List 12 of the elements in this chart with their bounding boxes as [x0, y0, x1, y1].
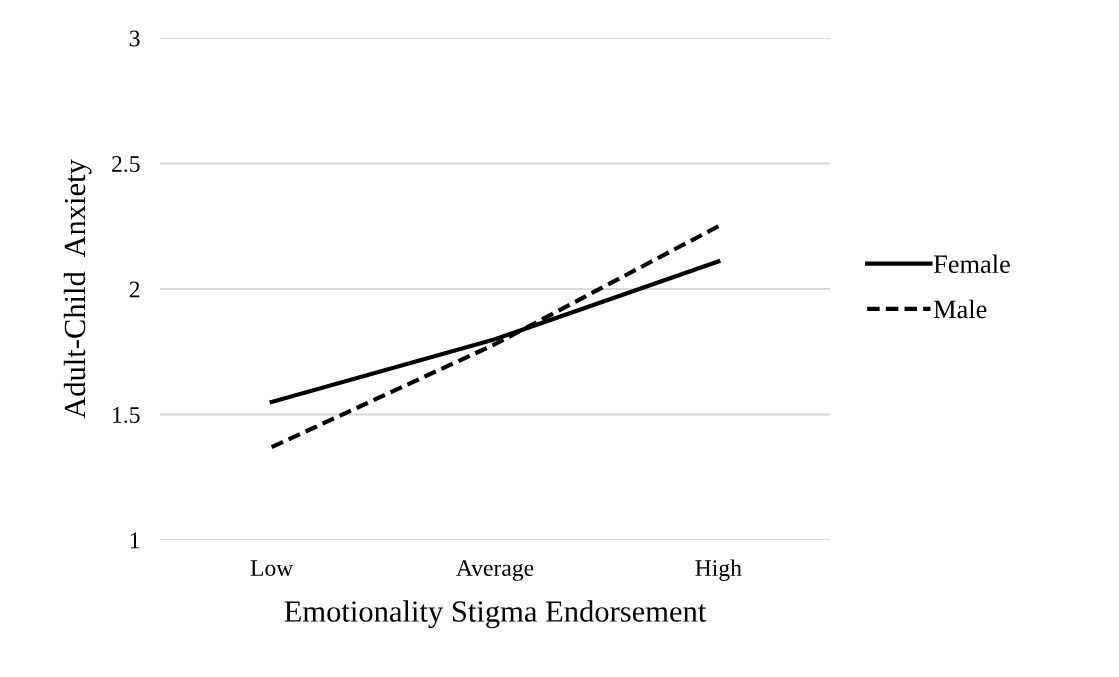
x-tick-label: Average	[456, 560, 534, 581]
x-tick-label: Low	[250, 560, 294, 577]
y-tick-label: 2.5	[112, 156, 140, 173]
y-tick-label: 1	[130, 532, 140, 549]
x-axis-title: Emotionality Stigma Endorsement	[284, 600, 707, 629]
legend-label: Female	[933, 254, 1010, 274]
y-tick-label: 3	[129, 30, 140, 47]
y-tick-label: 2	[129, 281, 140, 298]
y-axis-title: Adult-Child Anxiety	[63, 159, 92, 419]
legend-label: Male	[933, 299, 987, 319]
y-tick-label: 1.5	[113, 407, 140, 424]
x-tick-label: High	[695, 559, 742, 581]
